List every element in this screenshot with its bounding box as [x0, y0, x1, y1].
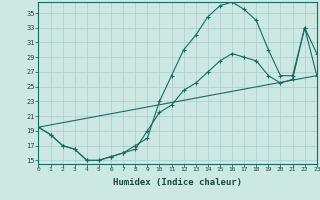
X-axis label: Humidex (Indice chaleur): Humidex (Indice chaleur): [113, 178, 242, 187]
